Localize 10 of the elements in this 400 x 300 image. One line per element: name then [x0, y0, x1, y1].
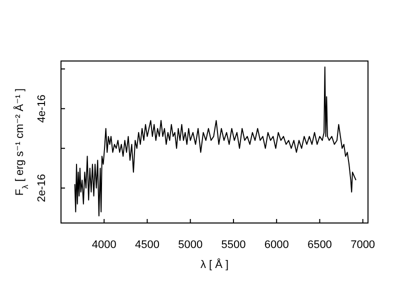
x-tick-label: 6500 [307, 239, 332, 251]
x-tick-label: 4500 [134, 239, 160, 251]
x-tick-label: 5000 [178, 239, 203, 251]
y-tick-label: 4e-16 [36, 94, 48, 123]
x-tick-label: 6000 [264, 239, 289, 251]
x-tick-label: 4000 [92, 239, 116, 251]
x-tick-label: 5500 [221, 239, 246, 251]
y-tick-label: 2e-16 [36, 174, 48, 202]
x-tick-label: 7000 [350, 239, 376, 251]
x-axis-title: λ [ Å ] [200, 258, 229, 271]
